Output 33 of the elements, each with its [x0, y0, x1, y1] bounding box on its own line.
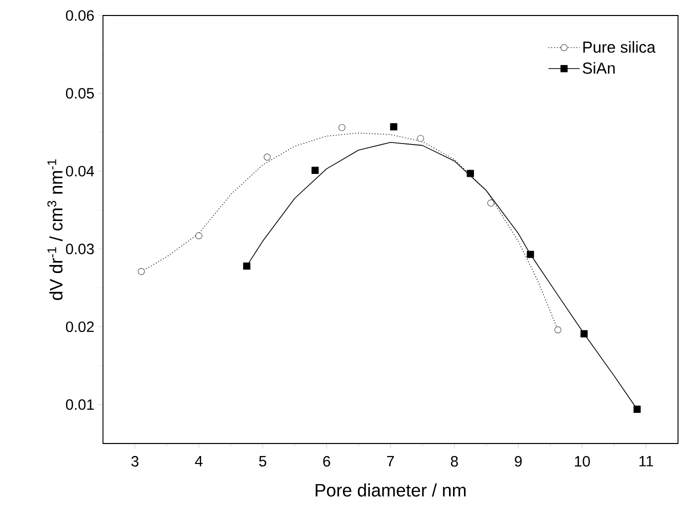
- point: [580, 330, 588, 338]
- y-tick-label: 0.05: [66, 88, 94, 99]
- x-tick-label: 6: [323, 456, 330, 467]
- legend-label: SiAn: [582, 62, 615, 74]
- point: [195, 232, 202, 240]
- x-tick-label: 9: [514, 456, 522, 467]
- y-tick-label: 0.02: [66, 321, 94, 332]
- point: [417, 134, 424, 142]
- point: [634, 406, 641, 413]
- point: [526, 250, 534, 258]
- x-tick-label: 11: [639, 456, 654, 466]
- y-axis-title: dV dr$^{-1}$ / cm$^{3}$ nm$^{-1}$: [47, 159, 63, 300]
- x-tick-label: 4: [195, 456, 203, 466]
- y-tick-label: 0.04: [66, 166, 94, 176]
- y-tick-label: 0.01: [66, 399, 94, 410]
- x-tick-label: 8: [450, 456, 458, 467]
- point: [554, 326, 562, 334]
- point: [466, 170, 474, 178]
- point: [138, 268, 145, 276]
- point: [264, 154, 271, 161]
- x-axis-title: Pore diameter / nm: [316, 483, 466, 497]
- point: [487, 200, 494, 207]
- x-tick-label: 5: [259, 456, 266, 466]
- y-tick-label: 0.06: [66, 10, 94, 21]
- x-tick-label: 7: [387, 456, 394, 466]
- y-tick-label: 0.03: [66, 244, 94, 254]
- point: [390, 123, 398, 130]
- x-tick-label: 10: [575, 456, 590, 467]
- x-tick-label: 3: [131, 456, 138, 467]
- legend-label: Pure silica: [583, 41, 656, 53]
- point: [312, 166, 319, 174]
- point: [243, 262, 250, 270]
- point: [338, 124, 346, 132]
